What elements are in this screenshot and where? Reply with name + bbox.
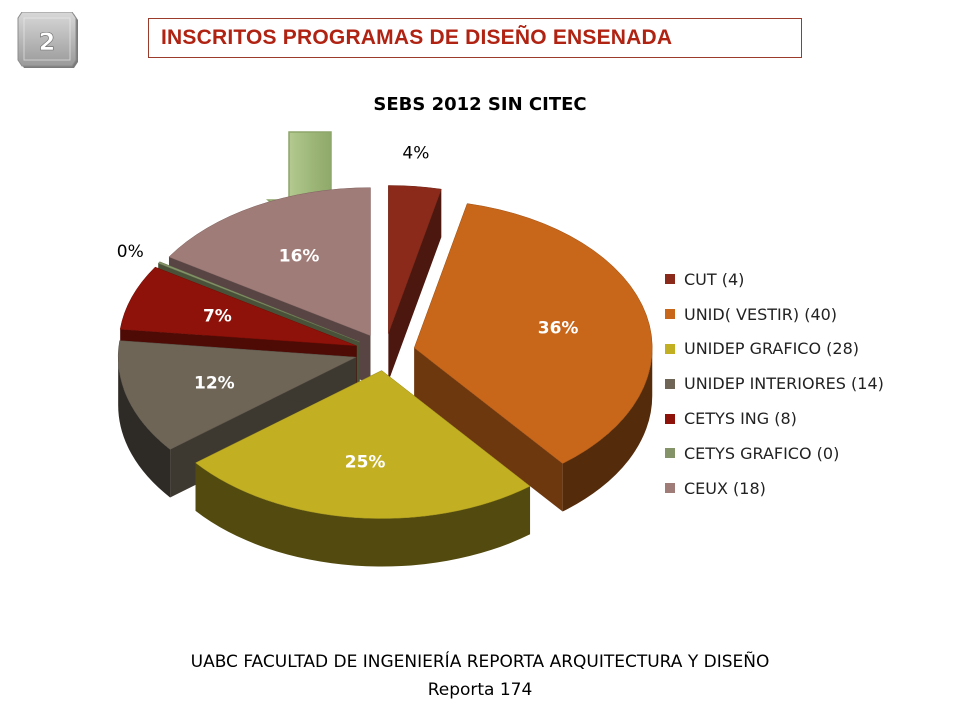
slide-number-badge: 2 bbox=[16, 12, 78, 68]
chart-legend: CUT (4) UNID( VESTIR) (40) UNIDEP GRAFICO … bbox=[665, 262, 884, 506]
footer-line-1: UABC FACULTAD DE INGENIERÍA REPORTA ARQU… bbox=[190, 652, 770, 672]
footer-line-2: Reporta 174 bbox=[427, 680, 533, 700]
legend-item: UNIDEP GRAFICO (28) bbox=[665, 332, 884, 367]
slice-percent-label: 16% bbox=[279, 246, 320, 266]
legend-label: UNIDEP INTERIORES (14) bbox=[684, 374, 884, 394]
pie-slice bbox=[413, 203, 653, 512]
legend-label: CEUX (18) bbox=[684, 478, 766, 498]
slice-percent-label: 25% bbox=[345, 453, 386, 473]
legend-label: UNID( VESTIR) (40) bbox=[684, 304, 838, 324]
legend-label: UNIDEP GRAFICO (28) bbox=[684, 339, 859, 359]
legend-item: CEUX (18) bbox=[665, 471, 884, 506]
slide-number: 2 bbox=[39, 28, 56, 56]
legend-label: CETYS GRAFICO (0) bbox=[684, 443, 840, 463]
slice-percent-label: 4% bbox=[402, 144, 429, 164]
footer: UABC FACULTAD DE INGENIERÍA REPORTA ARQU… bbox=[0, 648, 960, 704]
chart-title: SEBS 2012 SIN CITEC bbox=[373, 94, 587, 115]
slice-percent-label: 0% bbox=[117, 242, 144, 262]
legend-swatch bbox=[665, 413, 675, 424]
legend-swatch bbox=[665, 483, 675, 494]
slide-heading: INSCRITOS PROGRAMAS DE DISEÑO ENSENADA bbox=[148, 18, 802, 58]
legend-label: CUT (4) bbox=[684, 269, 745, 289]
legend-item: CETYS ING (8) bbox=[665, 401, 884, 436]
legend-item: CUT (4) bbox=[665, 262, 884, 297]
legend-swatch bbox=[665, 274, 675, 285]
pie-slice bbox=[388, 185, 442, 382]
legend-swatch bbox=[665, 448, 675, 459]
legend-swatch bbox=[665, 309, 675, 320]
legend-item: CETYS GRAFICO (0) bbox=[665, 436, 884, 471]
legend-label: CETYS ING (8) bbox=[684, 409, 797, 429]
slice-percent-label: 12% bbox=[194, 374, 235, 394]
slice-percent-label: 36% bbox=[538, 318, 579, 338]
legend-item: UNID( VESTIR) (40) bbox=[665, 297, 884, 332]
slice-percent-label: 7% bbox=[203, 307, 232, 327]
legend-swatch bbox=[665, 343, 675, 354]
pie-slice bbox=[195, 370, 531, 567]
legend-item: UNIDEP INTERIORES (14) bbox=[665, 366, 884, 401]
legend-swatch bbox=[665, 378, 675, 389]
